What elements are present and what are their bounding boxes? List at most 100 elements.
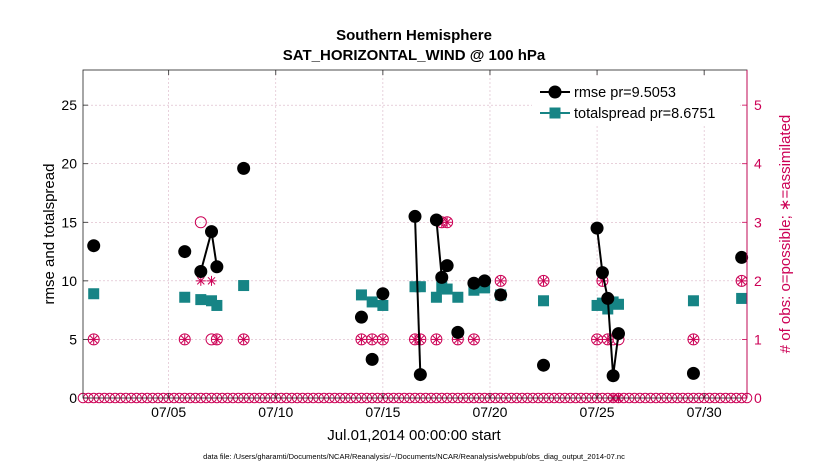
legend: rmse pr=9.5053 totalspread pr=8.6751	[532, 78, 740, 124]
totalspread-point	[687, 295, 699, 307]
totalspread-point	[377, 299, 389, 311]
rmse-point	[413, 368, 427, 382]
data-file-footnote: data file: /Users/gharamti/Documents/NCA…	[203, 452, 625, 461]
obs-possible-point	[237, 333, 250, 346]
totalspread-point	[430, 291, 442, 303]
x-tick-label: 07/15	[365, 404, 400, 420]
y-tick-label-right: 3	[754, 214, 762, 230]
rmse-point	[429, 213, 443, 227]
obs-assimilated-point	[356, 334, 367, 345]
legend-box	[532, 78, 740, 124]
totalspread-point	[238, 280, 250, 292]
obs-assimilated-point	[538, 275, 549, 286]
rmse-point	[194, 264, 208, 278]
legend-totalspread-label: totalspread pr=8.6751	[574, 106, 715, 122]
asterisk-stroke	[432, 335, 441, 344]
totalspread-point	[195, 294, 207, 306]
obs-possible-point	[537, 274, 550, 287]
obs-assimilated-point	[468, 334, 479, 345]
asterisk-stroke	[368, 335, 377, 344]
plot-area: 07/05 07/10 07/15 07/20 07/25 07/300510152025…	[61, 69, 762, 420]
legend-totalspread-marker	[549, 107, 561, 119]
asterisk-stroke	[689, 335, 698, 344]
totalspread-point	[468, 284, 480, 296]
asterisk-stroke	[737, 276, 746, 285]
rmse-point	[440, 259, 454, 273]
rmse-point	[606, 369, 620, 383]
rmse-point	[435, 270, 449, 284]
totalspread-point	[355, 289, 367, 301]
obs-assimilated-point	[495, 275, 506, 286]
y-tick-label-right: 0	[754, 390, 762, 406]
asterisk-stroke	[89, 335, 98, 344]
rmse-point	[237, 161, 251, 175]
rmse-point	[210, 260, 224, 274]
y-tick-label: 15	[61, 214, 77, 230]
asterisk-stroke	[357, 335, 366, 344]
y-tick-label-right: 4	[754, 156, 762, 172]
rmse-point	[205, 225, 219, 239]
totalspread-point	[538, 295, 550, 307]
y-tick-label: 10	[61, 273, 77, 289]
obs-possible-point	[430, 333, 443, 346]
axes: 07/05 07/10 07/15 07/20 07/25 07/300510152025…	[61, 70, 762, 420]
rmse-line	[414, 216, 422, 375]
asterisk-stroke	[416, 335, 425, 344]
obs-assimilated-point	[592, 334, 603, 345]
asterisk-stroke	[196, 276, 205, 285]
obs-assimilated-point	[431, 334, 442, 345]
asterisk-stroke	[207, 276, 216, 285]
rmse-point	[478, 274, 492, 288]
rmse-point	[494, 288, 508, 302]
x-tick-label: 07/10	[258, 404, 293, 420]
obs-possible-point	[194, 216, 207, 229]
totalspread-point	[452, 291, 464, 303]
asterisk-stroke	[470, 335, 478, 344]
obs-assimilated-point	[211, 334, 222, 345]
y-axis-label-right: # of obs: o=possible; ∗=assimilated	[777, 115, 794, 354]
totalspread-point	[414, 281, 426, 293]
totalspread-point	[736, 292, 748, 304]
rmse-point	[611, 327, 625, 341]
rmse-point	[87, 239, 101, 253]
asterisk-stroke	[212, 335, 221, 344]
rmse-point	[590, 221, 604, 235]
obs-assimilated-point	[206, 275, 217, 286]
totalspread-point	[596, 297, 608, 309]
x-axis-label: Jul.01,2014 00:00:00 start	[327, 427, 501, 444]
x-tick-label: 07/25	[580, 404, 615, 420]
obs-assimilated-point	[238, 334, 249, 345]
y-tick-label-right: 5	[754, 97, 762, 113]
y-tick-label: 25	[61, 97, 77, 113]
x-tick-label: 07/05	[151, 404, 186, 420]
chart-subtitle: SAT_HORIZONTAL_WIND @ 100 hPa	[283, 47, 546, 64]
rmse-point	[408, 209, 422, 223]
y-tick-label: 0	[69, 390, 77, 406]
obs-assimilated-point	[415, 334, 426, 345]
rmse-point	[601, 291, 615, 305]
asterisk-stroke	[539, 276, 548, 285]
obs-assimilated-point	[442, 217, 453, 228]
rmse-point	[354, 310, 368, 324]
totalspread-point	[366, 296, 378, 308]
rmse-point	[178, 245, 192, 259]
rmse-point	[735, 250, 749, 264]
obs-possible-point	[467, 333, 480, 346]
legend-rmse-label: rmse pr=9.5053	[574, 85, 676, 101]
obs-possible-point	[210, 333, 223, 346]
totalspread-point	[179, 291, 191, 303]
totalspread-point	[479, 282, 491, 294]
rmse-point	[365, 352, 379, 366]
asterisk-stroke	[239, 335, 248, 344]
chart-title: Southern Hemisphere	[336, 27, 492, 44]
x-tick-label: 07/20	[472, 404, 507, 420]
obs-assimilated-point	[88, 334, 99, 345]
asterisk-stroke	[378, 335, 387, 344]
obs-possible-point	[87, 333, 100, 346]
y-tick-label-right: 1	[754, 331, 762, 347]
rmse-point	[467, 276, 481, 290]
rmse-point	[537, 358, 551, 372]
obs-possible-point	[494, 274, 507, 287]
legend-rmse-marker	[548, 85, 562, 99]
